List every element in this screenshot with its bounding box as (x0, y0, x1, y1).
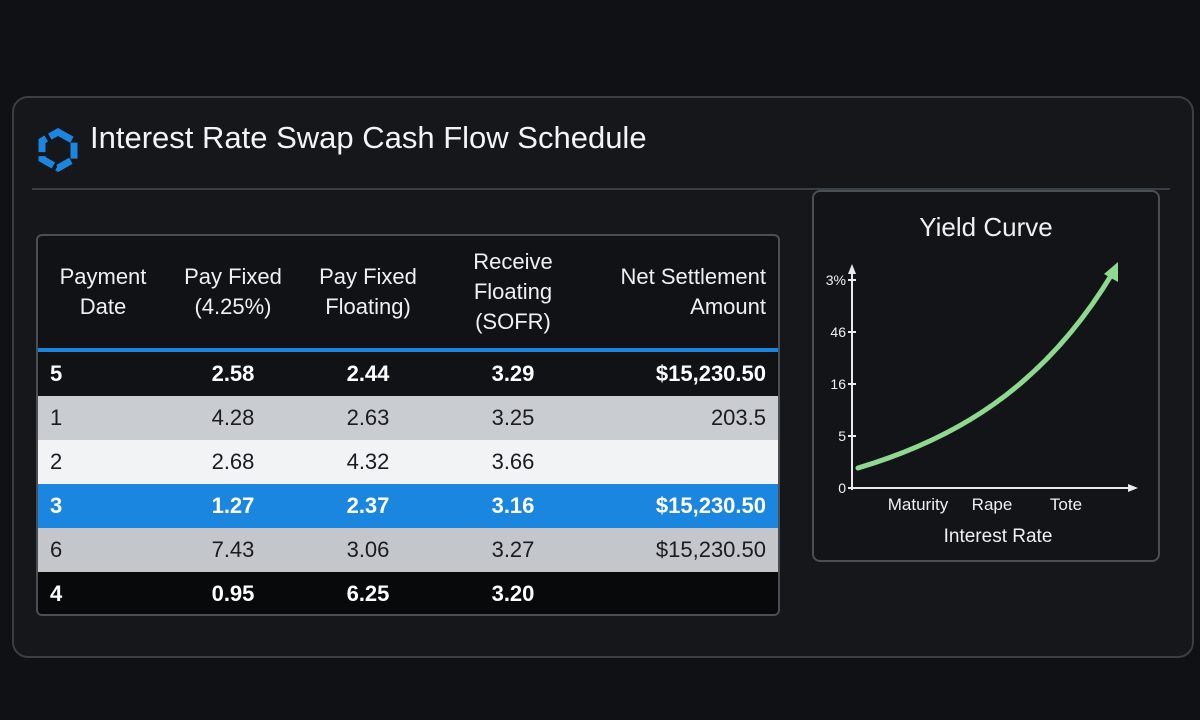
y-tick-label: 5 (838, 428, 846, 444)
x-axis-arrow (1128, 484, 1138, 492)
column-header: Payment Date (59, 264, 147, 319)
table-cell: 7.43 (211, 537, 255, 562)
table-cell: 6 (50, 537, 63, 562)
table-row: 5 2.58 2.44 3.29 $15,230.50 (38, 352, 778, 396)
table-cell: 4 (50, 581, 63, 606)
table-cell: 3.25 (491, 405, 535, 430)
y-tick-label: 0 (838, 480, 846, 496)
table-header: Payment Date Pay Fixed (4.25%) Pay Fixed F… (38, 236, 778, 352)
y-tick-label: 16 (830, 376, 846, 392)
column-header: Net Settlement Amount (620, 264, 766, 319)
table-cell: 4.28 (211, 405, 255, 430)
curve-arrow (1104, 262, 1118, 282)
table-cell: $15,230.50 (655, 493, 766, 518)
y-tick-label: 46 (830, 324, 846, 340)
yield-curve (855, 271, 1115, 471)
table-row: 4 0.95 6.25 3.20 (38, 572, 778, 614)
table-cell: 6.25 (346, 581, 390, 606)
table-row: 6 7.43 3.06 3.27 $15,230.50 (38, 528, 778, 572)
page-title: Interest Rate Swap Cash Flow Schedule (90, 120, 647, 155)
yield-panel (812, 190, 1160, 562)
x-tick-label: Rape (972, 495, 1013, 514)
x-axis-label: Interest Rate (944, 526, 1053, 547)
divider (32, 188, 1170, 190)
table-cell: 3.16 (491, 493, 535, 518)
yield-title: Yield Curve (919, 212, 1052, 242)
table-cell: 0.95 (211, 581, 255, 606)
table-cell: 2.44 (346, 361, 390, 386)
table-cell: 1.27 (211, 493, 255, 518)
table-row: 2 2.68 4.32 3.66 (38, 440, 778, 484)
table-cell: 2.68 (211, 449, 255, 474)
column-header: Pay Fixed (4.25%) (184, 264, 282, 319)
column-header: Receive Floating (SOFR) (473, 249, 553, 334)
y-axis-arrow (848, 264, 856, 274)
table-cell: 3.06 (346, 537, 390, 562)
table-cell: 3.66 (491, 449, 535, 474)
table-cell: 1 (50, 405, 63, 430)
app-icon (38, 128, 78, 172)
table-row: 1 4.28 2.63 3.25 203.5 (38, 396, 778, 440)
table-cell: 5 (50, 361, 63, 386)
column-header: Pay Fixed Floating) (319, 264, 417, 319)
cash-flow-table: Payment Date Pay Fixed (4.25%) Pay Fixed F… (36, 234, 780, 616)
x-tick-label: Maturity (888, 495, 949, 514)
table-cell: 2.58 (211, 361, 255, 386)
x-tick-label: Tote (1050, 495, 1082, 514)
table-cell: 3.27 (491, 537, 535, 562)
table-row: 3 1.27 2.37 3.16 $15,230.50 (38, 484, 778, 528)
table-cell: 2.37 (346, 493, 390, 518)
table-cell: 2 (50, 449, 63, 474)
table-cell: 203.5 (710, 405, 766, 430)
table-cell: $15,230.50 (655, 537, 766, 562)
table-cell: 3 (50, 493, 63, 518)
table-cell: 3.29 (491, 361, 535, 386)
table-cell: $15,230.50 (655, 361, 766, 386)
table-cell: 3.20 (491, 581, 535, 606)
y-tick-label: 3% (826, 272, 846, 288)
yield-chart: Yield Curve 3% 46 16 5 0 Maturity Rape Tote Inte… (826, 212, 1138, 547)
table-cell: 2.63 (346, 405, 390, 430)
table-cell: 4.32 (346, 449, 390, 474)
